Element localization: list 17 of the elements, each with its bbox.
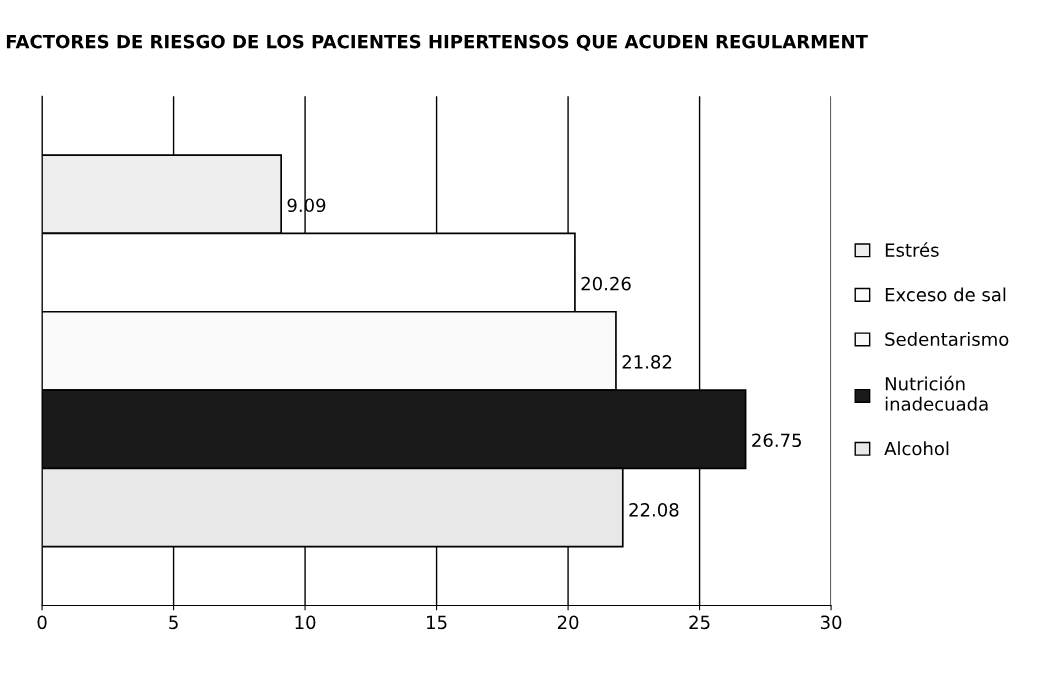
x-tick-label: 25 — [689, 615, 710, 630]
legend-label: Nutrición inadecuada — [885, 375, 988, 411]
data-label: 26.75 — [752, 433, 801, 448]
legend-label: Alcohol — [884, 441, 949, 456]
legend-label: Exceso de sal — [885, 287, 1006, 302]
x-tick-label: 15 — [427, 615, 447, 630]
data-label: 20.26 — [581, 276, 631, 291]
x-tick-label: 10 — [295, 615, 316, 630]
x-tick-label: 20 — [557, 615, 579, 630]
chart-title: FACTORES DE RIESGO DE LOS PACIENTES HIPERTENSOS QUE ACUDEN REGULARMENT — [6, 34, 868, 51]
legend-label: Sedentarismo — [885, 332, 1009, 347]
x-tick-label: 30 — [820, 615, 842, 630]
x-tick-label: 0 — [37, 615, 47, 630]
legend-label: Estrés — [885, 242, 939, 257]
x-tick-label: 5 — [169, 615, 178, 630]
data-label: 22.08 — [629, 503, 679, 517]
data-label: 21.82 — [622, 355, 672, 369]
